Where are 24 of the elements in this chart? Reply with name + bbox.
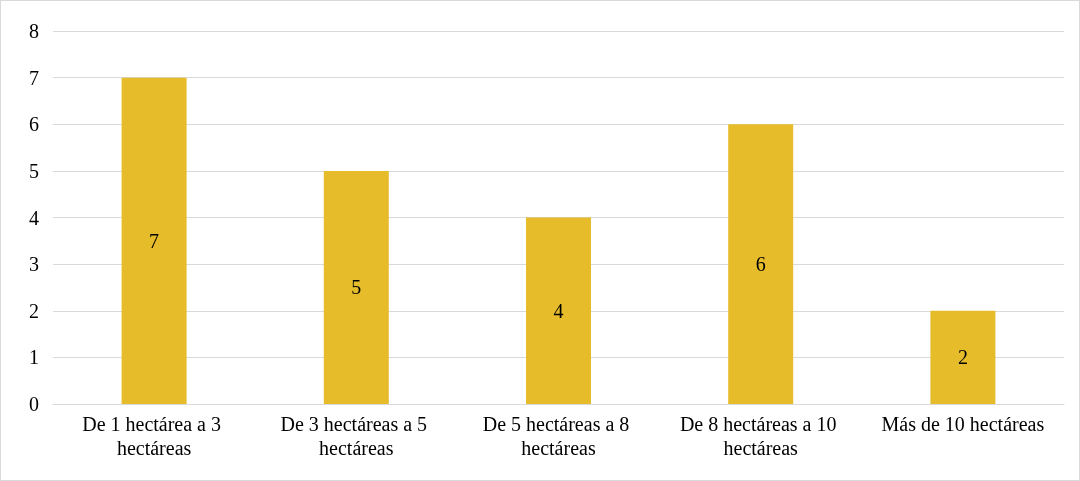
data-label: 6 [755, 253, 766, 276]
bar [121, 77, 187, 404]
x-tick-label: De 3 hectáreas a 5 hectáreas [280, 413, 433, 459]
bar [930, 310, 996, 404]
y-tick-label: 6 [29, 113, 39, 136]
y-tick-label: 7 [29, 66, 39, 89]
y-tick-label: 0 [29, 393, 39, 415]
bar [526, 217, 591, 404]
data-label: 5 [351, 276, 362, 299]
data-label: 4 [553, 299, 564, 322]
x-tick-label: De 1 hectárea a 3 hectáreas [82, 413, 227, 459]
y-tick-label: 2 [29, 299, 39, 322]
bar [728, 124, 794, 404]
bar [323, 170, 389, 404]
x-tick-label: Más de 10 hectáreas [881, 413, 1045, 435]
y-tick-label: 1 [29, 346, 39, 369]
data-label: 7 [149, 229, 160, 252]
y-tick-label: 4 [29, 206, 39, 229]
y-tick-label: 8 [29, 20, 39, 42]
data-label: 2 [957, 346, 968, 369]
y-tick-label: 5 [29, 159, 39, 182]
x-tick-label: De 5 hectáreas a 8 hectáreas [482, 413, 635, 459]
x-tick-label: De 8 hectáreas a 10 hectáreas [679, 413, 842, 459]
y-tick-label: 3 [29, 253, 39, 276]
